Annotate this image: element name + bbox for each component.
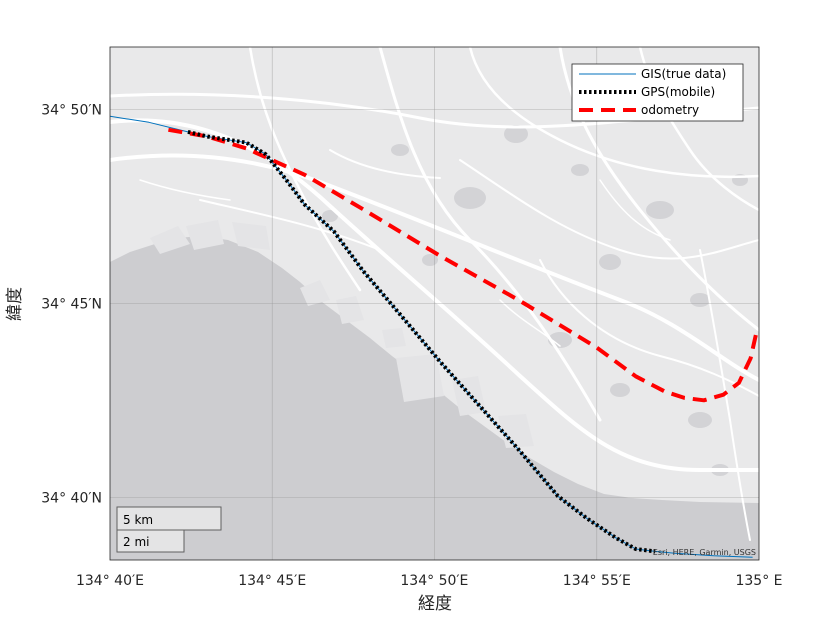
plot-frame [109,46,760,561]
x-tick-label: 134° 55′E [563,573,631,589]
x-tick-label: 134° 45′E [238,573,306,589]
x-tick-label: 135° E [735,573,782,589]
legend-label-odometry: odometry [641,103,699,117]
legend-label-gps: GPS(mobile) [641,85,715,99]
x-tick-label: 134° 50′E [400,573,468,589]
scale-bar-mi-label: 2 mi [123,535,149,549]
scale-bar-km-label: 5 km [123,513,153,527]
y-tick-label: 34° 50′N [41,102,102,118]
legend-label-gis: GIS(true data) [641,67,726,81]
tick-labels: 134° 40′E 134° 45′E 134° 50′E 134° 55′E 135°… [41,102,782,589]
series-line-odometry [168,127,759,403]
x-tick-label: 134° 40′E [76,573,144,589]
x-axis-title: 経度 [418,594,452,614]
scale-bar: 5 km 2 mi [116,506,222,553]
series-layer [110,115,759,558]
y-tick-label: 34° 45′N [41,297,102,313]
scale-bar-mi-box [116,529,185,553]
y-axis-title: 緯度 [5,287,25,321]
series-line-gps-mobile [187,129,656,554]
legend: GIS(true data) GPS(mobile) odometry [571,63,744,122]
y-tick-label: 34° 40′N [41,491,102,507]
ponds [322,125,748,476]
map-attribution: Esri, HERE, Garmin, USGS [653,548,756,557]
